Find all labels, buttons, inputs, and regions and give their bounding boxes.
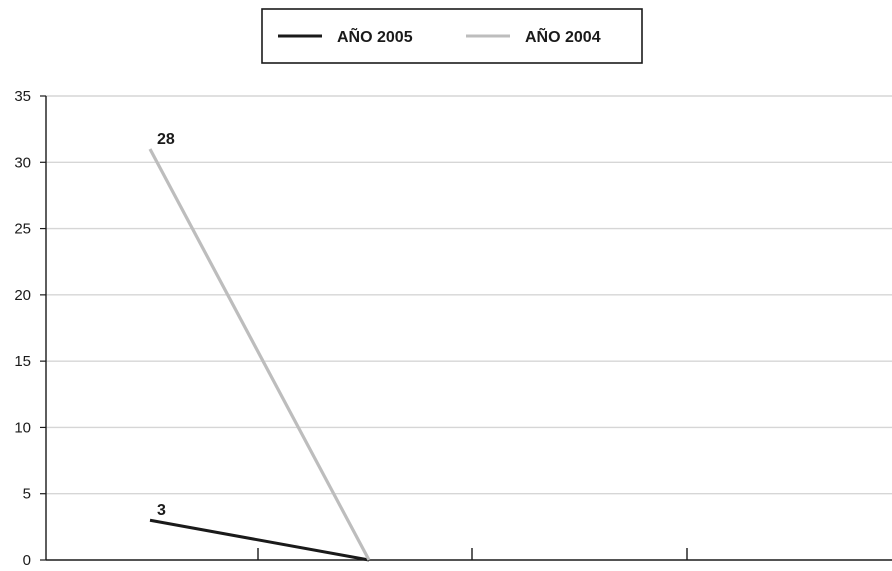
legend-label-ano-2005: AÑO 2005	[337, 26, 413, 46]
data-label: 3	[157, 502, 166, 519]
y-tick-label: 30	[14, 154, 31, 171]
data-label: 28	[157, 131, 175, 148]
legend-box	[261, 8, 643, 64]
y-tick-label: 0	[23, 552, 31, 566]
y-tick-label: 15	[14, 353, 31, 370]
gridlines	[46, 95, 892, 495]
y-tick-label: 20	[14, 287, 31, 304]
y-tick-label: 25	[14, 221, 31, 238]
series-line-ano-2005	[149, 518, 370, 562]
axes: 0 5 10 15 20 25 30 35	[14, 88, 892, 569]
series-line-ano-2004	[148, 148, 371, 561]
series-group	[148, 148, 371, 562]
y-tick-label: 5	[23, 486, 31, 503]
y-tick-label: 35	[14, 88, 31, 105]
legend-label-ano-2004: AÑO 2004	[525, 26, 601, 46]
y-tick-label: 10	[14, 419, 31, 436]
data-labels: 3 28	[157, 131, 175, 519]
legend: AÑO 2005 AÑO 2004	[261, 8, 643, 64]
